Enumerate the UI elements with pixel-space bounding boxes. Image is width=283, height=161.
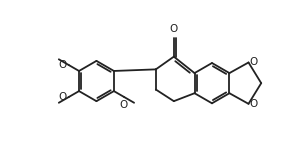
Text: O: O	[250, 57, 258, 67]
Text: O: O	[120, 100, 128, 110]
Text: O: O	[170, 24, 178, 34]
Text: O: O	[250, 99, 258, 109]
Text: O: O	[59, 92, 67, 102]
Text: O: O	[59, 60, 67, 70]
